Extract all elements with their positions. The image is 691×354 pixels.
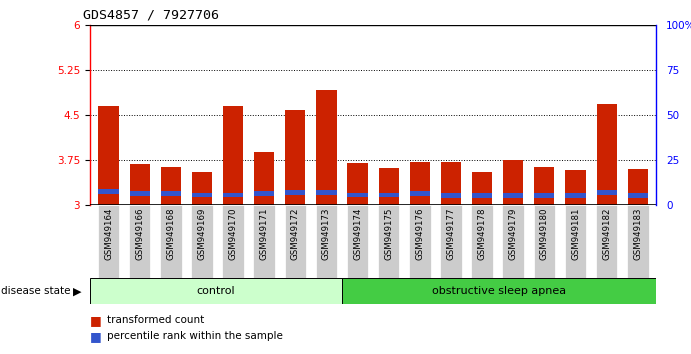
Bar: [285, 205, 306, 278]
Bar: [409, 205, 430, 278]
Text: GSM949183: GSM949183: [633, 207, 642, 260]
Bar: [192, 172, 212, 205]
Text: GSM949180: GSM949180: [540, 207, 549, 260]
Bar: [192, 193, 212, 198]
Text: GSM949175: GSM949175: [384, 207, 393, 260]
Bar: [472, 172, 492, 205]
Bar: [503, 193, 523, 198]
Bar: [379, 193, 399, 198]
Bar: [316, 205, 337, 278]
Text: GSM949170: GSM949170: [229, 207, 238, 260]
Bar: [285, 110, 305, 205]
Bar: [533, 205, 555, 278]
Bar: [596, 104, 617, 205]
Bar: [565, 205, 586, 278]
Bar: [410, 162, 430, 205]
Bar: [316, 90, 337, 205]
Text: GSM949176: GSM949176: [415, 207, 424, 260]
Text: disease state: disease state: [1, 286, 70, 296]
Bar: [627, 205, 649, 278]
Text: GSM949181: GSM949181: [571, 207, 580, 260]
Bar: [223, 193, 243, 198]
Text: ▶: ▶: [73, 286, 81, 296]
Bar: [627, 193, 648, 198]
Bar: [160, 167, 181, 205]
Text: GSM949168: GSM949168: [167, 207, 176, 260]
Bar: [129, 164, 150, 205]
Text: GSM949172: GSM949172: [291, 207, 300, 260]
Bar: [223, 106, 243, 205]
Bar: [97, 205, 120, 278]
Bar: [285, 190, 305, 195]
Bar: [472, 193, 492, 198]
Text: control: control: [196, 286, 235, 296]
Bar: [98, 189, 119, 194]
Text: obstructive sleep apnea: obstructive sleep apnea: [432, 286, 566, 296]
Bar: [129, 192, 150, 196]
Text: percentile rank within the sample: percentile rank within the sample: [107, 331, 283, 341]
Text: GSM949173: GSM949173: [322, 207, 331, 260]
Bar: [503, 160, 523, 205]
Bar: [379, 168, 399, 205]
Text: GDS4857 / 7927706: GDS4857 / 7927706: [83, 8, 219, 21]
Text: ■: ■: [90, 330, 106, 343]
Bar: [410, 191, 430, 196]
Bar: [254, 192, 274, 196]
Bar: [596, 190, 617, 195]
Bar: [471, 205, 493, 278]
Bar: [98, 106, 119, 205]
Bar: [316, 190, 337, 195]
Bar: [441, 162, 461, 205]
Text: ■: ■: [90, 314, 106, 327]
Bar: [534, 193, 554, 198]
Bar: [534, 167, 554, 205]
Text: GSM949171: GSM949171: [260, 207, 269, 260]
Text: transformed count: transformed count: [107, 315, 205, 325]
Bar: [440, 205, 462, 278]
Bar: [191, 205, 213, 278]
Bar: [254, 205, 275, 278]
Bar: [347, 205, 368, 278]
Bar: [565, 170, 585, 205]
Bar: [348, 163, 368, 205]
Bar: [254, 152, 274, 205]
Bar: [441, 193, 461, 198]
Bar: [341, 278, 656, 304]
Bar: [129, 205, 151, 278]
Text: GSM949174: GSM949174: [353, 207, 362, 260]
Text: GSM949169: GSM949169: [198, 207, 207, 260]
Text: GSM949179: GSM949179: [509, 207, 518, 260]
Bar: [596, 205, 617, 278]
Bar: [502, 205, 524, 278]
Bar: [378, 205, 399, 278]
Bar: [90, 278, 341, 304]
Text: GSM949166: GSM949166: [135, 207, 144, 260]
Bar: [627, 169, 648, 205]
Text: GSM949177: GSM949177: [446, 207, 455, 260]
Bar: [348, 193, 368, 198]
Text: GSM949178: GSM949178: [477, 207, 486, 260]
Bar: [160, 205, 182, 278]
Bar: [160, 192, 181, 196]
Bar: [565, 193, 585, 198]
Text: GSM949182: GSM949182: [602, 207, 611, 260]
Bar: [223, 205, 244, 278]
Text: GSM949164: GSM949164: [104, 207, 113, 260]
